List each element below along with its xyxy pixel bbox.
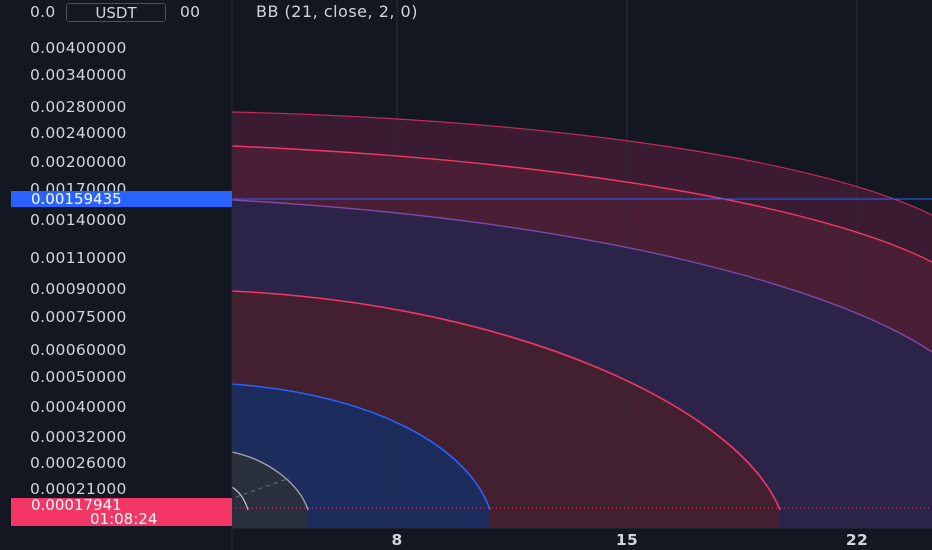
upper-band-line [232,145,932,263]
price-label: 0.00060000 [30,341,127,359]
basis-line [232,199,932,353]
currency-selector[interactable]: USDT [66,3,166,22]
price-label: 0.00340000 [30,66,127,84]
last-price-value: 0.00017941 [31,496,122,514]
inner-dashed-line [235,477,291,498]
crosshair-price-tag: 0.00159435 [11,191,232,207]
last-price-tag: 0.00017941 01:08:24 [11,496,232,528]
price-label: 0.00032000 [30,428,127,446]
time-axis[interactable]: 8 15 22 [391,531,868,549]
time-label: 8 [391,531,402,549]
price-label-top: 0.0 [30,3,56,21]
price-label: 0.00400000 [30,39,127,57]
indicator-legend[interactable]: BB (21, close, 2, 0) [256,2,418,21]
price-label: 0.00040000 [30,398,127,416]
time-label: 15 [616,531,638,549]
price-label: 0.00200000 [30,153,127,171]
grid [396,0,858,528]
inner-gray-arc-2 [232,486,249,511]
inner-gray-fill [232,452,308,528]
price-label: 0.00021000 [30,480,127,498]
price-label: 0.00050000 [30,368,127,386]
price-label: 0.00026000 [30,454,127,472]
price-label: 0.00280000 [30,98,127,116]
bollinger-bands [232,112,932,528]
time-label: 22 [846,531,868,549]
price-label: 0.00110000 [30,249,127,267]
price-label-top-tail: 00 [180,3,200,21]
price-label: 0.00090000 [30,280,127,298]
lower-red-arc [232,290,781,511]
price-label: 0.00140000 [30,211,127,229]
price-axis[interactable]: 0.0 00 0.00400000 0.00340000 0.00280000 … [30,3,200,498]
inner-gray-arc [232,451,309,511]
outer-band-line [232,111,932,216]
price-label: 0.00240000 [30,124,127,142]
price-label: 0.00075000 [30,308,127,326]
lower-blue-arc [232,383,491,511]
bar-countdown: 01:08:24 [90,510,158,528]
upper-band-fill [232,146,932,352]
